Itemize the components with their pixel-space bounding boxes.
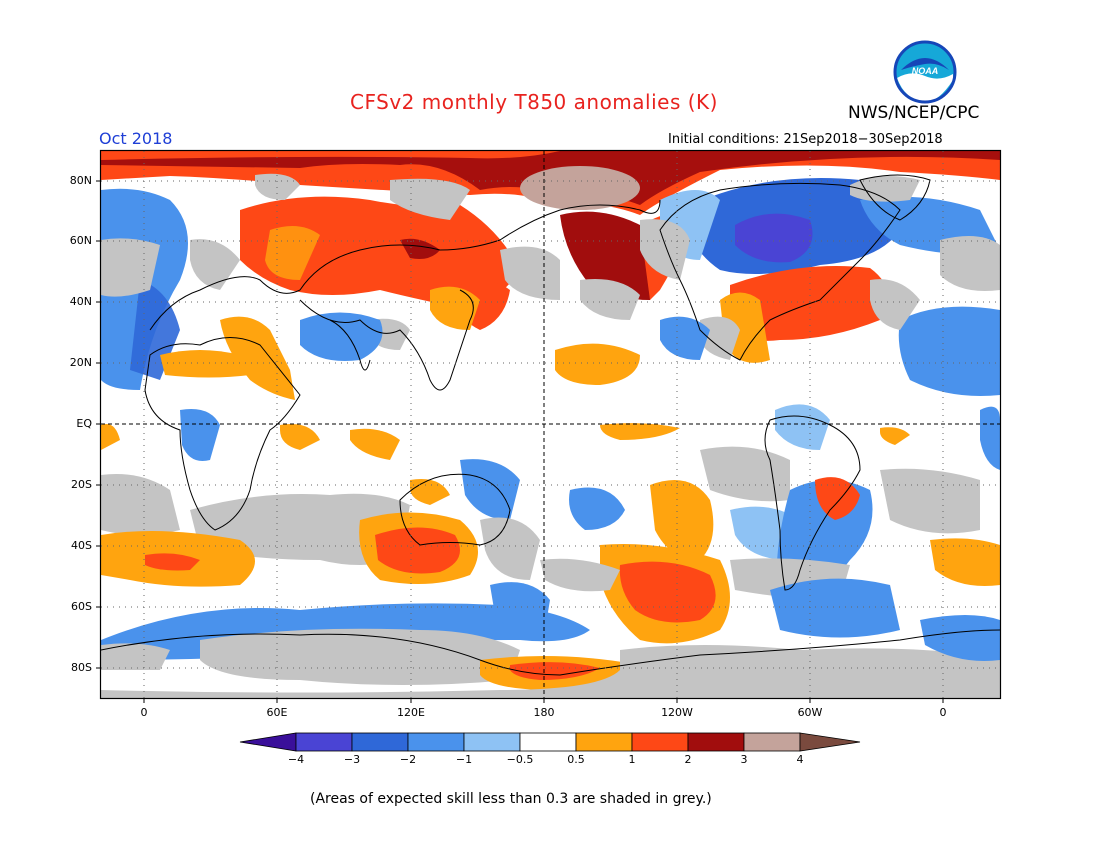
lat-label: 80N <box>69 174 92 187</box>
agency-label: NWS/NCEP/CPC <box>848 103 980 123</box>
colorbar-label: 0.5 <box>567 753 585 766</box>
coastlines <box>101 174 1000 676</box>
lat-label: 20S <box>71 478 92 491</box>
colorbar-label: −2 <box>399 753 417 766</box>
colorbar-label: −4 <box>287 753 305 766</box>
colorbar-label: −0.5 <box>506 753 534 766</box>
noaa-logo: NOAA <box>893 40 957 104</box>
lat-label: EQ <box>76 417 92 430</box>
anomaly-field <box>101 151 1000 698</box>
lat-label: 40N <box>69 295 92 308</box>
colorbar-label: 1 <box>628 753 636 766</box>
map-title: CFSv2 monthly T850 anomalies (K) <box>350 90 718 114</box>
skill-caption: (Areas of expected skill less than 0.3 a… <box>310 791 712 807</box>
lon-label: 60W <box>797 706 823 719</box>
lon-label: 120W <box>661 706 693 719</box>
lat-label: 20N <box>69 356 92 369</box>
colorbar-label: −3 <box>343 753 361 766</box>
colorbar-label: −1 <box>455 753 473 766</box>
lon-label: 0 <box>939 706 947 719</box>
colorbar-label: 2 <box>684 753 692 766</box>
colorbar <box>239 732 861 752</box>
noaa-logo-text: NOAA <box>912 66 939 76</box>
lat-label: 60N <box>69 234 92 247</box>
initial-conditions: Initial conditions: 21Sep2018−30Sep2018 <box>668 132 943 147</box>
colorbar-label: 3 <box>740 753 748 766</box>
lon-label: 120E <box>397 706 425 719</box>
lat-label: 60S <box>71 600 92 613</box>
forecast-month: Oct 2018 <box>99 129 173 148</box>
lon-label: 60E <box>266 706 288 719</box>
lon-label: 180 <box>533 706 555 719</box>
lat-label: 40S <box>71 539 92 552</box>
colorbar-label: 4 <box>796 753 804 766</box>
lon-label: 0 <box>140 706 148 719</box>
lat-label: 80S <box>71 661 92 674</box>
